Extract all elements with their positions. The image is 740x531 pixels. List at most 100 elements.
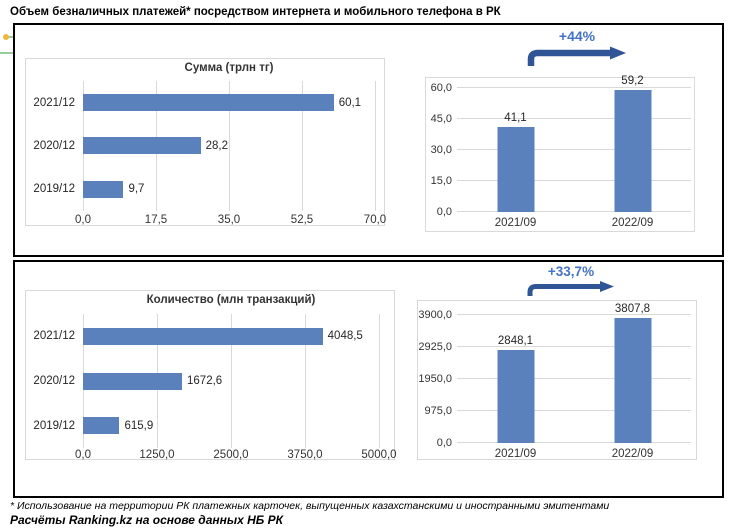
gridline	[305, 314, 306, 448]
gridline	[457, 378, 691, 380]
y-axis-tick: 0,0	[436, 437, 452, 449]
x-axis-tick: 5000,0	[361, 449, 397, 461]
y-axis-tick: 45,0	[430, 113, 452, 126]
value-label: 4048,5	[327, 330, 363, 343]
category-label: 2022/09	[611, 448, 654, 460]
bar-rows: 2021/12 60,1 2020/12 28,2 2019/12 9,7	[33, 81, 375, 211]
chart-title: Количество (млн транзакций)	[146, 294, 316, 306]
value-label: 59,2	[621, 74, 644, 87]
bar-cell: 3807,8 2022/09	[574, 303, 691, 460]
gridline	[457, 87, 691, 89]
y-axis-tick: 2925,0	[418, 341, 452, 354]
bar	[83, 417, 120, 435]
category-label: 2021/12	[33, 330, 75, 343]
category-label: 2020/12	[33, 139, 75, 152]
gridline	[457, 346, 691, 348]
gridline	[457, 211, 691, 212]
plot-area: 3900,0 2925,0 1950,0 975,0 0,0 2848,1 2021/09 3…	[418, 303, 691, 460]
x-axis-tick: 0,0	[75, 449, 91, 461]
gridline	[375, 81, 376, 211]
category-label: 2019/12	[33, 419, 75, 432]
bar-row: 2021/12 4048,5	[33, 314, 379, 359]
sum-by-year-chart: Сумма (трлн тг) 2021/12 60,1 2020/12 28,2 20…	[25, 58, 386, 228]
bar	[614, 89, 651, 212]
bar-cell: 41,1 2021/09	[457, 83, 574, 229]
sum-ytd-chart: 60,0 45,0 30,0 15,0 0,0 41,1 2021/09 59,2 2022/0…	[425, 75, 695, 232]
gridline	[457, 410, 691, 412]
x-axis: 0,0 1250,0 2500,0 3750,0 5000,0	[75, 449, 397, 463]
value-label: 2848,1	[497, 334, 534, 347]
x-axis-tick: 35,0	[217, 214, 241, 226]
bar-rows: 2021/12 4048,5 2020/12 1672,6 2019/12 615,9	[33, 314, 379, 448]
gridline	[457, 118, 691, 120]
x-axis: 0,0 17,5 35,0 52,5 70,0	[75, 214, 386, 228]
category-label: 2021/12	[33, 96, 75, 109]
y-axis-tick: 0,0	[436, 206, 452, 218]
bar-cell: 2848,1 2021/09	[457, 307, 574, 460]
x-axis-tick: 2500,0	[213, 449, 249, 461]
x-axis-tick: 17,5	[144, 214, 168, 226]
increase-arrow-icon	[527, 281, 614, 296]
gridline	[457, 180, 691, 182]
bar-cell: 59,2 2022/09	[574, 75, 691, 229]
bar	[83, 372, 183, 390]
x-axis-tick: 1250,0	[139, 449, 175, 461]
count-ytd-chart: 3900,0 2925,0 1950,0 975,0 0,0 2848,1 2021/09 3…	[417, 300, 697, 460]
source-note: Расчёты Ranking.kz на основе данных НБ Р…	[10, 513, 284, 527]
chart-title: Сумма (трлн тг)	[184, 62, 274, 74]
bar-row: 2019/12 9,7	[33, 168, 375, 211]
bar-cells: 41,1 2021/09 59,2 2022/09	[457, 75, 691, 229]
sum-panel: Сумма (трлн тг) 2021/12 60,1 2020/12 28,2 20…	[13, 23, 724, 257]
growth-percent-label: +33,7%	[547, 264, 595, 279]
growth-percent-label: +44%	[558, 28, 596, 44]
count-panel: Количество (млн транзакций) 2021/12 4048,…	[13, 260, 724, 498]
plot-area: 2021/12 60,1 2020/12 28,2 2019/12 9,7	[33, 81, 376, 211]
x-axis-tick: 52,5	[290, 214, 314, 226]
category-label: 2019/12	[33, 183, 75, 196]
y-axis-tick: 975,0	[424, 405, 452, 418]
growth-annotation: +44%	[518, 28, 636, 66]
gridline	[457, 149, 691, 151]
gridline	[231, 314, 232, 448]
value-label: 1672,6	[187, 375, 223, 387]
y-axis-tick: 1950,0	[418, 373, 452, 386]
bar	[614, 318, 651, 443]
gridline	[379, 314, 380, 448]
value-label: 28,2	[205, 139, 229, 152]
increase-arrow-icon	[527, 46, 626, 66]
bar	[83, 94, 334, 112]
gridline	[229, 81, 230, 211]
page-title: Объем безналичных платежей* посредством …	[10, 6, 501, 18]
footnote: * Использование на территории РК платежн…	[10, 500, 610, 512]
x-axis-tick: 3750,0	[287, 449, 323, 461]
category-label: 2021/09	[494, 448, 537, 460]
gridline	[302, 81, 303, 211]
bar	[83, 137, 201, 155]
x-axis-tick: 70,0	[363, 214, 387, 226]
bar	[497, 127, 534, 212]
count-by-year-chart: Количество (млн транзакций) 2021/12 4048,…	[25, 290, 397, 463]
value-label: 615,9	[124, 419, 154, 432]
category-label: 2022/09	[611, 217, 654, 229]
bar-row: 2019/12 615,9	[33, 403, 379, 448]
value-label: 41,1	[504, 112, 527, 125]
gridline	[457, 442, 691, 443]
category-label: 2021/09	[494, 217, 537, 229]
x-axis-tick: 0,0	[75, 214, 91, 226]
value-label: 60,1	[338, 96, 362, 109]
growth-annotation: +33,7%	[515, 264, 627, 296]
bar-row: 2021/12 60,1	[33, 81, 375, 124]
category-label: 2020/12	[33, 375, 75, 387]
plot-area: 60,0 45,0 30,0 15,0 0,0 41,1 2021/09 59,2 2022/0…	[431, 75, 691, 229]
bar-cells: 2848,1 2021/09 3807,8 2022/09	[457, 303, 691, 460]
bar	[83, 327, 323, 345]
y-axis-tick: 60,0	[430, 82, 452, 95]
bar-row: 2020/12 28,2	[33, 124, 375, 167]
value-label: 3807,8	[614, 303, 651, 316]
gridline	[457, 314, 691, 316]
bar	[83, 180, 124, 198]
y-axis-tick: 15,0	[430, 175, 452, 188]
value-label: 9,7	[128, 183, 145, 196]
y-axis-tick: 30,0	[430, 144, 452, 157]
bar	[497, 349, 534, 443]
